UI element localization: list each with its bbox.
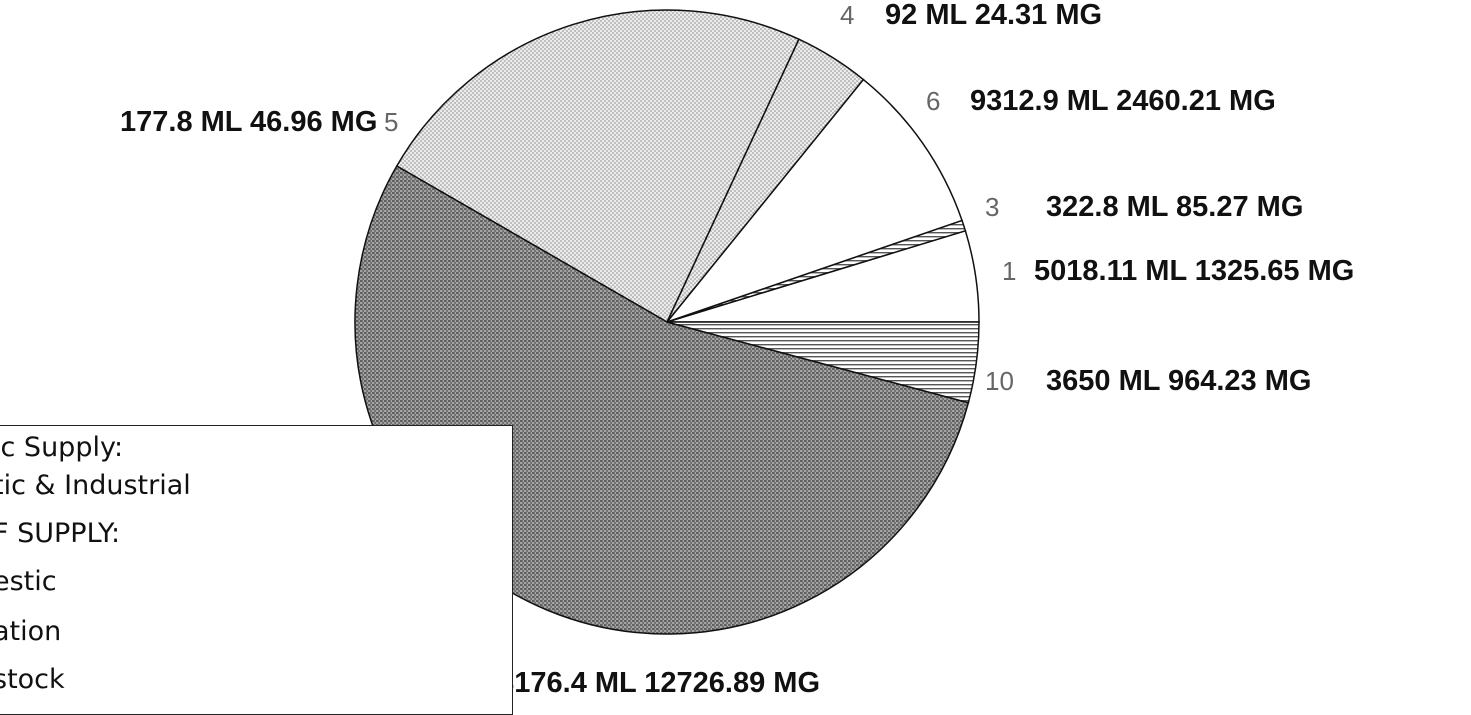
slice-number-10: 10 (985, 366, 1014, 396)
slice-number-1: 1 (1002, 256, 1016, 286)
pie-chart: 1 5018.11 ML 1325.65 MG 3 322.8 ML 85.27 MG… (120, 0, 1354, 699)
legend-line-6: stock (0, 664, 65, 695)
slice-label-group-4: 4 92 ML 24.31 MG (840, 0, 1102, 31)
slice-label-group-10: 10 3650 ML 964.23 MG (985, 365, 1311, 397)
slice-label-group-6: 6 9312.9 ML 2460.21 MG (926, 85, 1276, 117)
legend-line-4: estic (0, 566, 57, 597)
slice-value-label-3: 322.8 ML 85.27 MG (1046, 191, 1303, 223)
slice-value-label-8: 48176.4 ML 12726.89 MG (482, 667, 820, 699)
pie-slice-6 (664, 78, 963, 324)
slice-value-label-4: 92 ML 24.31 MG (885, 0, 1102, 31)
pie-slice-5 (395, 9, 800, 324)
pie-slice-10 (666, 321, 980, 404)
slice-number-3: 3 (985, 192, 999, 222)
slice-number-4: 4 (840, 0, 854, 30)
slice-value-label-1: 5018.11 ML 1325.65 MG (1034, 255, 1354, 287)
legend-line-3: F SUPPLY: (0, 518, 121, 549)
slice-value-label-5: 177.8 ML 46.96 MG (120, 106, 377, 138)
legend-line-1: ic Supply: (0, 432, 124, 463)
slice-number-6: 6 (926, 86, 940, 116)
legend-line-2: tic & Industrial (0, 470, 191, 501)
slice-label-group-8: 848176.4 ML 12726.89 MG (481, 631, 820, 699)
slice-number-5: 5 (384, 107, 398, 137)
legend: ic Supply: tic & Industrial F SUPPLY: es… (0, 425, 513, 715)
slice-value-label-6: 9312.9 ML 2460.21 MG (970, 85, 1276, 117)
slice-label-group-5: 177.8 ML 46.96 MG 5 (120, 106, 398, 138)
slice-label-group-3: 3 322.8 ML 85.27 MG (985, 191, 1303, 223)
slice-label-group-1: 1 5018.11 ML 1325.65 MG (1002, 255, 1354, 287)
legend-line-5: ation (0, 616, 62, 647)
slice-value-label-10: 3650 ML 964.23 MG (1046, 365, 1311, 397)
